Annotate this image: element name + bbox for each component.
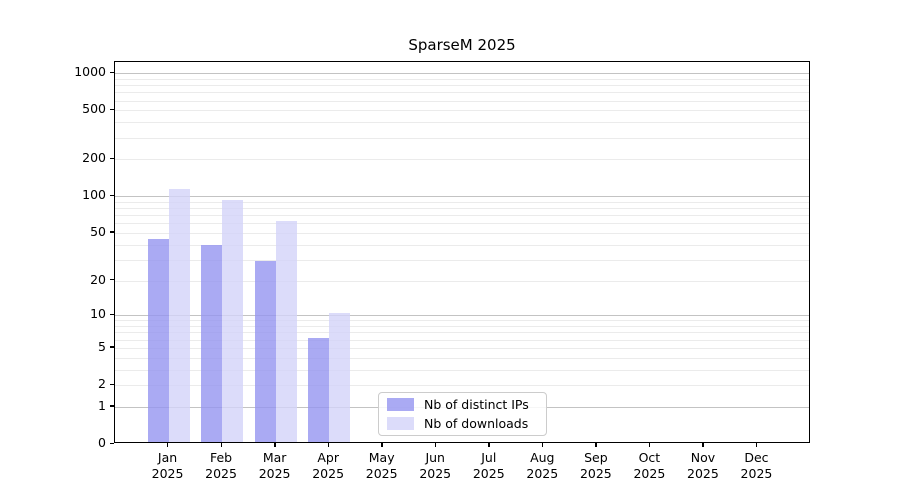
y-tick-label-5: 5 bbox=[98, 338, 106, 354]
gridline-400 bbox=[115, 122, 809, 124]
gridline-70 bbox=[115, 215, 809, 217]
x-tick-label-sep: Sep 2025 bbox=[579, 450, 612, 481]
x-tick-mark bbox=[595, 443, 597, 447]
gridline-1000 bbox=[115, 73, 809, 75]
legend: Nb of distinct IPs Nb of downloads bbox=[378, 392, 547, 436]
x-tick-label-aug: Aug 2025 bbox=[526, 450, 559, 481]
legend-swatch-downloads bbox=[387, 417, 414, 430]
gridline-2 bbox=[115, 385, 809, 386]
gridline-700 bbox=[115, 92, 809, 94]
gridline-900 bbox=[115, 78, 809, 80]
gridline-6 bbox=[115, 339, 809, 341]
gridline-300 bbox=[115, 137, 809, 139]
bar-downloads-mar bbox=[275, 221, 297, 442]
x-tick-mark bbox=[220, 443, 222, 447]
y-tick-label-200: 200 bbox=[82, 150, 106, 166]
legend-label-downloads: Nb of downloads bbox=[424, 416, 529, 431]
legend-label-distinct-ips: Nb of distinct IPs bbox=[424, 397, 529, 412]
x-tick-label-jun: Jun 2025 bbox=[419, 450, 452, 481]
x-tick-label-nov: Nov 2025 bbox=[687, 450, 719, 481]
gridline-9 bbox=[115, 320, 809, 322]
gridline-10 bbox=[115, 315, 809, 317]
gridline-30 bbox=[115, 259, 809, 261]
legend-swatch-distinct-ips bbox=[387, 398, 414, 411]
x-tick-mark bbox=[488, 443, 490, 447]
chart-title: SparseM 2025 bbox=[408, 36, 516, 54]
y-tick-mark bbox=[110, 71, 114, 73]
y-tick-label-100: 100 bbox=[82, 187, 106, 203]
y-tick-mark bbox=[110, 346, 114, 348]
gridline-8 bbox=[115, 326, 809, 327]
y-tick-mark bbox=[110, 231, 114, 233]
x-tick-mark bbox=[167, 443, 169, 447]
gridline-60 bbox=[115, 223, 809, 225]
y-tick-mark bbox=[110, 313, 114, 316]
gridline-80 bbox=[115, 208, 809, 210]
gridline-800 bbox=[115, 85, 809, 87]
bar-downloads-feb bbox=[222, 199, 244, 442]
y-tick-label-0: 0 bbox=[98, 435, 106, 450]
gridline-600 bbox=[115, 100, 809, 102]
y-tick-mark bbox=[110, 405, 114, 407]
x-tick-mark bbox=[434, 443, 437, 447]
y-tick-mark bbox=[110, 108, 114, 111]
x-tick-label-oct: Oct 2025 bbox=[633, 450, 666, 481]
bar-ips-jan bbox=[147, 238, 169, 442]
x-tick-mark bbox=[541, 443, 544, 447]
x-tick-label-dec: Dec 2025 bbox=[740, 450, 773, 481]
bar-ips-apr bbox=[308, 337, 330, 442]
gridline-4 bbox=[115, 357, 809, 359]
legend-item-downloads: Nb of downloads bbox=[387, 416, 538, 431]
x-tick-mark bbox=[274, 443, 276, 447]
y-tick-mark bbox=[110, 279, 114, 281]
x-tick-label-jul: Jul 2025 bbox=[472, 450, 505, 481]
x-tick-label-feb: Feb 2025 bbox=[205, 450, 237, 481]
y-tick-label-1: 1 bbox=[98, 397, 106, 413]
y-tick-mark bbox=[110, 442, 114, 444]
gridline-90 bbox=[115, 201, 809, 203]
y-tick-label-20: 20 bbox=[90, 271, 106, 287]
plot-area bbox=[114, 61, 810, 443]
y-tick-mark bbox=[110, 194, 114, 197]
y-tick-mark bbox=[110, 383, 114, 385]
gridline-7 bbox=[115, 332, 809, 334]
x-tick-mark bbox=[381, 443, 383, 447]
bar-downloads-jan bbox=[168, 189, 190, 442]
y-tick-label-500: 500 bbox=[82, 101, 106, 117]
bar-downloads-apr bbox=[329, 313, 351, 442]
x-tick-label-mar: Mar 2025 bbox=[258, 450, 291, 481]
y-tick-label-50: 50 bbox=[90, 223, 106, 239]
gridline-100 bbox=[115, 196, 809, 198]
x-tick-mark bbox=[755, 443, 758, 447]
gridline-5 bbox=[115, 347, 809, 349]
gridline-40 bbox=[115, 244, 809, 246]
legend-item-distinct-ips: Nb of distinct IPs bbox=[387, 397, 538, 412]
x-tick-mark bbox=[648, 443, 651, 447]
x-tick-label-may: May 2025 bbox=[365, 450, 398, 481]
bar-ips-mar bbox=[254, 261, 276, 442]
gridline-50 bbox=[115, 232, 809, 234]
gridline-3 bbox=[115, 369, 809, 371]
x-tick-mark bbox=[327, 443, 330, 447]
y-tick-label-1000: 1000 bbox=[74, 64, 106, 80]
x-tick-label-jan: Jan 2025 bbox=[151, 450, 184, 481]
y-tick-mark bbox=[110, 157, 114, 160]
gridline-200 bbox=[115, 159, 809, 161]
x-tick-label-apr: Apr 2025 bbox=[312, 450, 345, 481]
y-tick-label-2: 2 bbox=[98, 376, 106, 392]
x-tick-mark bbox=[702, 443, 704, 447]
gridline-20 bbox=[115, 280, 809, 282]
gridline-500 bbox=[115, 110, 809, 112]
bar-ips-feb bbox=[201, 245, 223, 442]
y-tick-label-10: 10 bbox=[90, 306, 106, 322]
